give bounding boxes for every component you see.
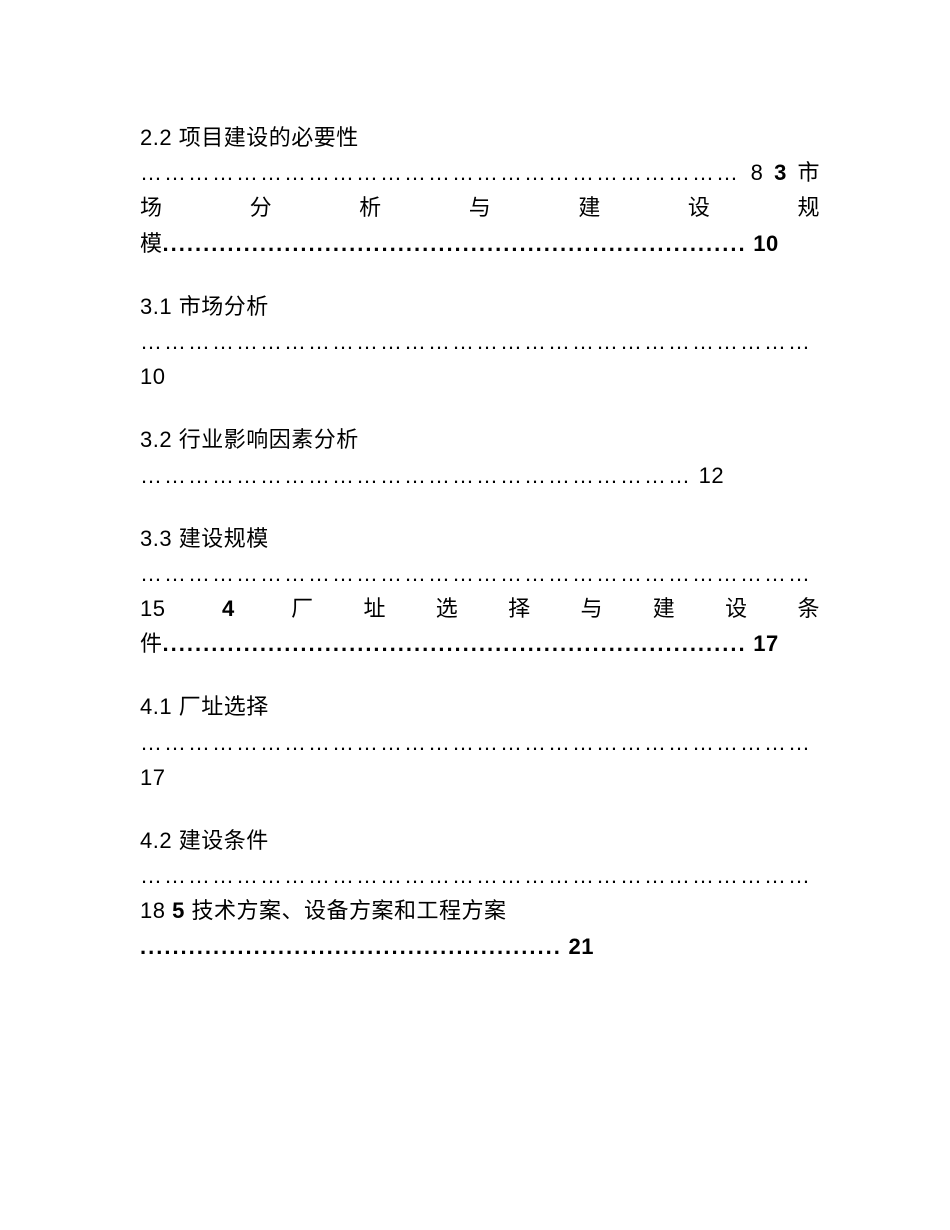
toc-leader-dots: ………………………………………………………………………… bbox=[140, 730, 812, 755]
toc-section-title: 2.2 bbox=[140, 125, 172, 150]
toc-page-number-bold: 10 bbox=[753, 231, 778, 256]
toc-entry-3-3: 3.3 建设规模 ………………………………………………………………………… 15… bbox=[140, 521, 820, 662]
toc-leader-dots: ………………………………………………………………………… bbox=[140, 561, 812, 586]
toc-leader-dots-bold: ........................................… bbox=[163, 231, 747, 256]
toc-entry-2-2: 2.2 项目建设的必要性 ………………………………………………………………… 8… bbox=[140, 120, 820, 261]
toc-section-number-bold: 4 bbox=[222, 596, 235, 621]
toc-section-title-text: 厂址选择 bbox=[179, 694, 269, 719]
toc-leader-dots: ………………………………………………………………………… bbox=[140, 329, 812, 354]
toc-entry-3-1: 3.1 市场分析 ………………………………………………………………………… 10 bbox=[140, 289, 820, 395]
toc-page-number: 17 bbox=[140, 765, 165, 790]
toc-page-number: 15 bbox=[140, 596, 165, 621]
toc-page-number-bold: 17 bbox=[753, 631, 778, 656]
toc-leader-dots-bold: ........................................… bbox=[140, 934, 562, 959]
toc-section-number: 3.1 bbox=[140, 294, 172, 319]
toc-section-title-text: 技术方案、设备方案和工程方案 bbox=[191, 898, 506, 923]
toc-leader-dots: …………………………………………………………… bbox=[140, 463, 692, 488]
toc-leader-dots: ………………………………………………………………………… bbox=[140, 863, 812, 888]
toc-entry-4-2: 4.2 建设条件 ………………………………………………………………………… 18… bbox=[140, 823, 820, 964]
toc-section-title-text: 行业影响因素分析 bbox=[179, 427, 359, 452]
toc-section-title-text: 建设规模 bbox=[179, 526, 269, 551]
toc-section-number-bold: 3 bbox=[774, 160, 787, 185]
toc-section-title-text: 项目建设的必要性 bbox=[179, 125, 359, 150]
toc-section-number-bold: 5 bbox=[172, 898, 185, 923]
toc-section-title-text: 建设条件 bbox=[179, 828, 269, 853]
toc-page-number-bold: 21 bbox=[568, 934, 593, 959]
toc-page-number: 12 bbox=[699, 463, 724, 488]
toc-section-number: 4.2 bbox=[140, 828, 172, 853]
toc-leader-dots-bold: ........................................… bbox=[163, 631, 747, 656]
toc-entry-3-2: 3.2 行业影响因素分析 …………………………………………………………… 12 bbox=[140, 422, 820, 492]
toc-entry-4-1: 4.1 厂址选择 ………………………………………………………………………… 17 bbox=[140, 689, 820, 795]
toc-section-number: 3.3 bbox=[140, 526, 172, 551]
toc-page-number: 8 bbox=[751, 160, 764, 185]
toc-section-number: 3.2 bbox=[140, 427, 172, 452]
toc-section-number: 4.1 bbox=[140, 694, 172, 719]
toc-leader-dots: ………………………………………………………………… bbox=[140, 160, 740, 185]
toc-page-number: 10 bbox=[140, 364, 165, 389]
toc-page-number: 18 bbox=[140, 898, 165, 923]
toc-section-title-text: 市场分析 bbox=[179, 294, 269, 319]
